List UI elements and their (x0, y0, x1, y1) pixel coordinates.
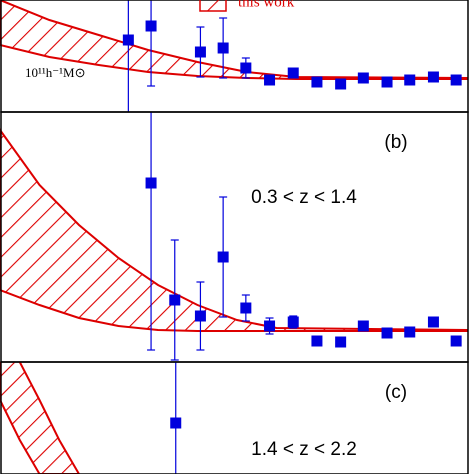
data-point (122, 34, 134, 46)
data-point (240, 302, 252, 314)
data-point (169, 294, 181, 306)
data-point (145, 20, 157, 32)
data-point (427, 71, 439, 83)
redshift-label: 1.4 < z < 2.2 (251, 439, 357, 460)
data-point (170, 417, 182, 429)
data-point (404, 74, 416, 86)
data-point (381, 76, 393, 88)
data-point (427, 316, 439, 328)
panel-plot (0, 362, 182, 474)
data-point (145, 177, 157, 189)
data-point (194, 46, 206, 58)
model-band (0, 128, 468, 332)
data-point (381, 327, 393, 339)
data-point (240, 62, 252, 74)
panel-frame (0, 361, 469, 474)
data-point (404, 326, 416, 338)
mass-label: 10¹¹h⁻¹M⊙ (25, 65, 86, 80)
panel-plot (0, 112, 468, 361)
data-point (194, 310, 206, 322)
data-point (311, 335, 323, 347)
panel-letter: (b) (384, 132, 407, 153)
panel-letter: (c) (385, 382, 407, 403)
legend-label: this work (238, 0, 295, 10)
data-point (217, 42, 229, 54)
data-point (335, 78, 347, 90)
legend-swatch (199, 0, 227, 12)
data-point (217, 251, 229, 263)
data-point (264, 74, 276, 86)
data-point (311, 76, 323, 88)
panel-plot (0, 0, 468, 112)
data-point (450, 74, 462, 86)
data-point (357, 320, 369, 332)
data-point (287, 67, 299, 79)
redshift-label: 0.3 < z < 1.4 (251, 187, 357, 208)
data-point (357, 72, 369, 84)
data-point (287, 316, 299, 328)
model-band (0, 362, 81, 474)
data-point (335, 336, 347, 348)
data-point (450, 335, 462, 347)
data-point (264, 320, 276, 332)
